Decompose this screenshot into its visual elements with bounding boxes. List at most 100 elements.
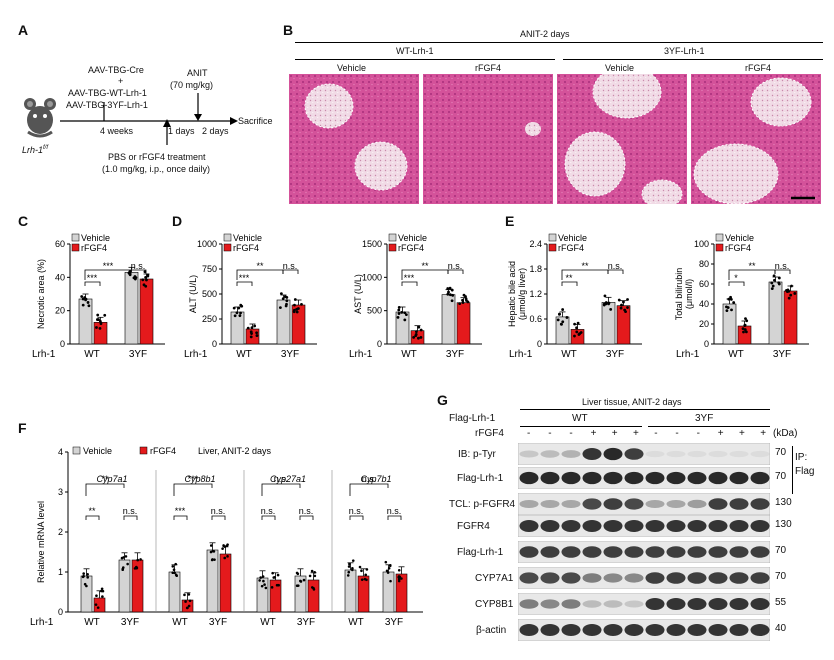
data-point (358, 565, 362, 569)
histo-3yf-rfgf4 (691, 74, 821, 204)
data-point (575, 326, 578, 330)
blot-band (708, 572, 728, 584)
legend-vehicle-swatch (388, 233, 397, 242)
y-tick-label: 1000 (197, 239, 217, 249)
days2-label: 2 days (202, 126, 229, 136)
treatment-mark: - (527, 428, 531, 439)
legend-rfgf4-label: rFGF4 (398, 243, 424, 253)
data-point (397, 312, 401, 315)
treatment-mark: - (696, 428, 700, 439)
data-point (264, 586, 268, 590)
blot-band (750, 546, 770, 558)
data-point (773, 278, 776, 282)
y-tick-label: 40 (699, 299, 709, 309)
blot-band (582, 498, 602, 510)
data-point (82, 572, 85, 575)
blot-band (540, 624, 560, 636)
data-point (86, 572, 89, 576)
blot-band (687, 471, 707, 485)
data-point (285, 302, 288, 306)
y-axis-label: Total bilirubin (674, 268, 684, 321)
data-point (365, 568, 369, 571)
data-point (620, 303, 623, 307)
data-point (617, 298, 621, 302)
data-point (295, 310, 299, 314)
data-point (239, 303, 243, 307)
data-point (126, 562, 129, 566)
blot-band (687, 520, 707, 532)
treatment-mark: + (611, 428, 618, 439)
data-point (447, 290, 450, 294)
sig-bracket (349, 515, 364, 520)
treatment-mark: - (548, 428, 552, 439)
data-point (292, 310, 296, 314)
data-point (603, 294, 607, 298)
data-point (364, 573, 368, 577)
blot-band (687, 624, 707, 636)
histo-3yf-vehicle (557, 74, 687, 204)
blot-background (518, 467, 770, 489)
data-point (556, 318, 560, 322)
legend-rfgf4-swatch (71, 243, 80, 252)
y-tick-label: 500 (367, 306, 382, 316)
bar-cyp7a1-wt (80, 575, 93, 613)
row-label: Lrh-1 (30, 617, 54, 628)
data-point (744, 330, 748, 334)
blot-band (603, 447, 623, 461)
gene-label: Cyp8b1 (184, 474, 215, 484)
data-point (742, 330, 745, 334)
data-point (94, 603, 98, 606)
blot-background (518, 541, 770, 563)
data-point (81, 297, 85, 301)
group1-label: WT-Lrh-1 (396, 46, 434, 56)
blot-band (561, 599, 581, 609)
blot-band (519, 520, 539, 532)
panel-label-b: B (283, 22, 294, 38)
data-point (127, 271, 131, 275)
data-point (730, 308, 733, 312)
blot-band (750, 471, 770, 485)
blot-band (729, 624, 749, 636)
sig-label: n.s. (775, 261, 790, 271)
y-tick-label: 0 (537, 339, 542, 349)
legend-vehicle-swatch (715, 233, 724, 242)
legend-rfgf4-label: rFGF4 (233, 243, 259, 253)
blot-background (518, 493, 770, 515)
legend-rfgf4-swatch (548, 243, 557, 252)
chart-mrna: 0 1 2 3 4 Relative mRNA level Vehicle rFGF4 Live… (30, 446, 423, 628)
sig-label: ** (101, 474, 109, 484)
sig-label: *** (87, 273, 98, 283)
blot-band (519, 624, 539, 636)
data-point (188, 599, 192, 603)
bar-cyp8b1-3yf (219, 553, 232, 613)
kda-marker: 70 (775, 545, 787, 556)
data-point (397, 308, 401, 312)
sacrifice-label: Sacrifice (238, 116, 273, 126)
legend-vehicle-label: Vehicle (81, 233, 110, 243)
data-point (619, 306, 623, 310)
data-point (258, 579, 261, 582)
y-axis-label: Relative mRNA level (36, 501, 46, 583)
legend-vehicle-label: Vehicle (398, 233, 427, 243)
y-tick-label: 2.4 (529, 239, 542, 249)
blot-band (687, 546, 707, 558)
y-tick-label: 500 (202, 289, 217, 299)
data-point (772, 274, 776, 278)
row-label: Lrh-1 (184, 349, 208, 360)
legend-vehicle-label: Vehicle (233, 233, 262, 243)
data-point (232, 306, 236, 310)
blot-band (540, 546, 560, 558)
data-point (403, 311, 407, 315)
legend-rfgf4-label: rFGF4 (150, 446, 176, 456)
legend-rfgf4-label: rFGF4 (81, 243, 107, 253)
y-tick-label: 2 (58, 527, 63, 537)
blot-band (561, 520, 581, 532)
sig-bracket (173, 483, 213, 496)
blot-band (603, 600, 623, 608)
y-tick-label: 80 (699, 259, 709, 269)
data-point (448, 293, 452, 297)
blot-band (687, 450, 707, 458)
blot-band (624, 448, 644, 460)
y-tick-label: 40 (55, 272, 65, 282)
